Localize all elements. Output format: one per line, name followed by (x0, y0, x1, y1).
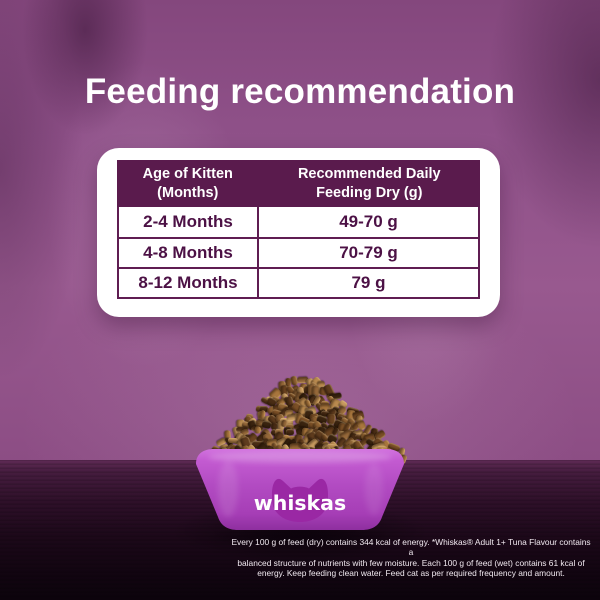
kibble-piece (285, 428, 294, 435)
table-row: 2-4 Months 49-70 g (119, 207, 478, 237)
amount-cell: 49-70 g (339, 212, 398, 231)
age-cell: 2-4 Months (119, 207, 259, 237)
header-age-of-kitten: Age of Kitten (Months) (142, 165, 233, 201)
cat-head-icon (272, 478, 328, 522)
feeding-table-header: Age of Kitten (Months) Recommended Daily… (117, 160, 480, 207)
disclaimer-line-2: balanced structure of nutrients with few… (237, 557, 585, 568)
cat-food-bowl: whiskas (196, 449, 404, 530)
header-recommended-daily: Recommended Daily Feeding Dry (g) (297, 165, 441, 201)
page-title: Feeding recommendation (84, 72, 516, 111)
table-row: 4-8 Months 70-79 g (119, 237, 478, 267)
age-cell: 4-8 Months (119, 239, 259, 267)
bowl-side-sheen (365, 463, 383, 515)
amount-cell: 79 g (351, 273, 386, 292)
feeding-table: Age of Kitten (Months) Recommended Daily… (117, 160, 480, 299)
table-row: 8-12 Months 79 g (119, 267, 478, 297)
bowl-rim-highlight (208, 451, 392, 463)
disclaimer-text: Every 100 g of feed (dry) contains 344 k… (228, 537, 594, 579)
feeding-table-body: 2-4 Months 49-70 g 4-8 Months 70-79 g 8-… (117, 207, 480, 299)
amount-cell: 70-79 g (339, 243, 398, 262)
disclaimer-line-1: Every 100 g of feed (dry) contains 344 k… (231, 537, 591, 558)
kibble-piece (227, 437, 238, 443)
disclaimer-line-3: energy. Keep feeding clean water. Feed c… (257, 568, 565, 579)
kibble-piece (259, 405, 268, 413)
age-cell: 8-12 Months (119, 269, 259, 297)
bowl-side-sheen (218, 461, 238, 517)
feeding-table-card: Age of Kitten (Months) Recommended Daily… (97, 148, 500, 317)
whiskas-logo-text: whiskas (254, 491, 346, 515)
